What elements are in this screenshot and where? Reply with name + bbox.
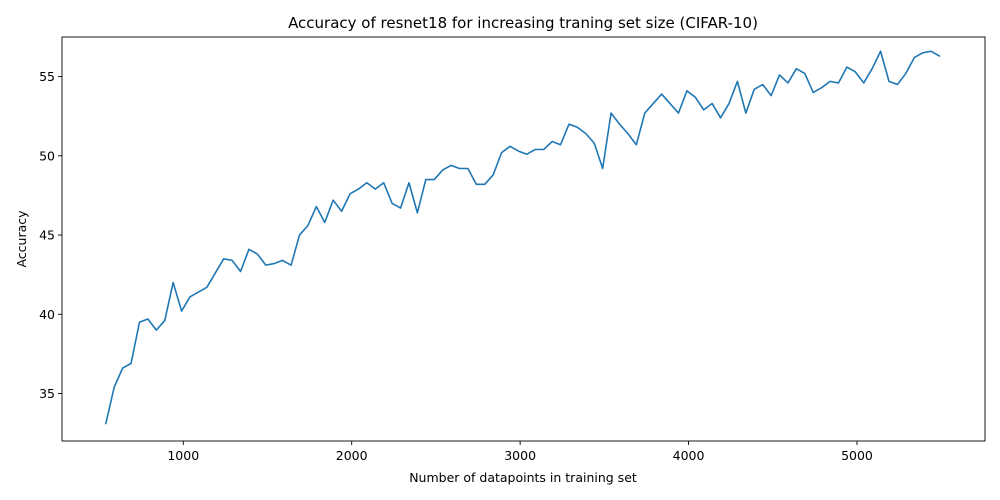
x-tick-label: 5000 — [841, 448, 873, 463]
series-layer — [104, 50, 941, 425]
x-tick-label: 1000 — [167, 448, 199, 463]
x-tick-label: 2000 — [336, 448, 368, 463]
x-axis: 1000 2000 3000 4000 5000 — [167, 441, 873, 463]
y-tick-label: 55 — [39, 69, 55, 84]
y-axis-label: Accuracy — [14, 210, 29, 268]
y-tick-label: 50 — [39, 148, 55, 163]
y-axis: 35 40 45 50 55 — [39, 69, 62, 401]
y-tick-label: 45 — [39, 228, 55, 243]
plot-frame — [61, 36, 986, 442]
chart-title: Accuracy of resnet18 for increasing tran… — [288, 14, 758, 32]
x-tick-label: 3000 — [504, 448, 536, 463]
x-tick-label: 4000 — [673, 448, 705, 463]
x-axis-label: Number of datapoints in training set — [409, 470, 637, 485]
y-tick-label: 40 — [39, 307, 55, 322]
series-line-0 — [104, 50, 941, 425]
y-tick-label: 35 — [39, 386, 55, 401]
